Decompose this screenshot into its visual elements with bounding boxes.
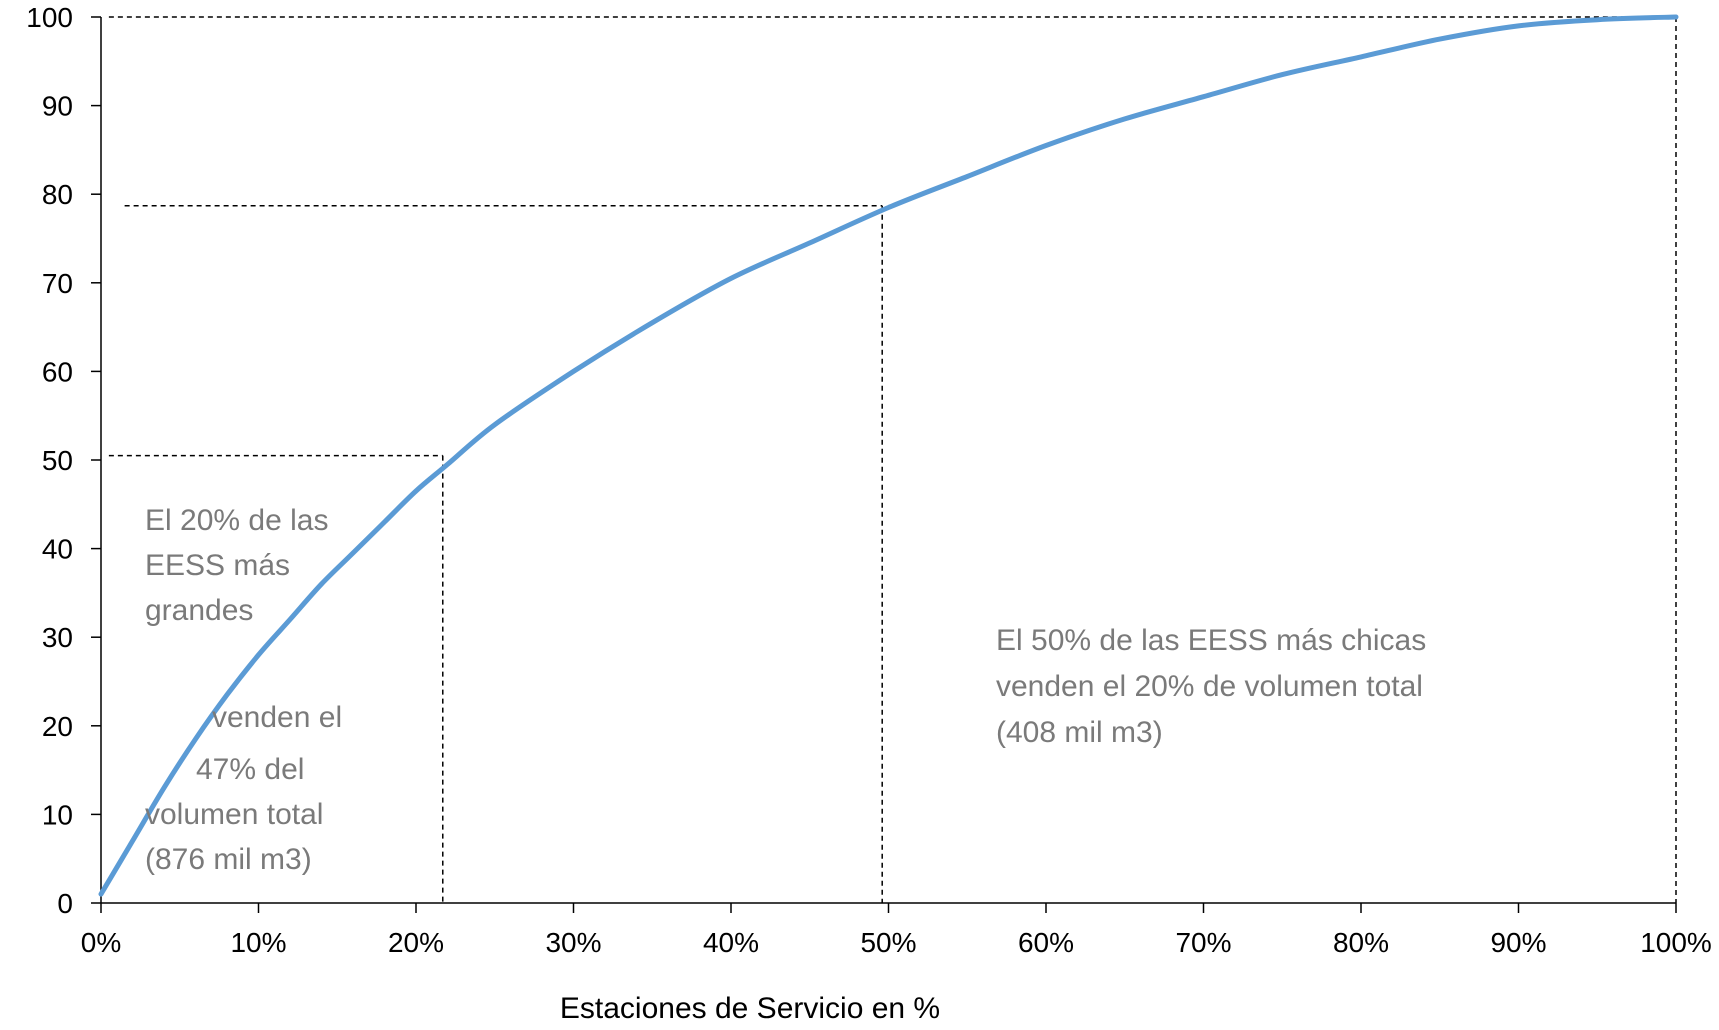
y-tick-label: 90 <box>42 91 73 122</box>
x-tick-label: 10% <box>230 927 286 958</box>
annotation-line: (408 mil m3) <box>996 716 1163 749</box>
annotation-line: 47% del <box>196 753 304 786</box>
guide-lines <box>108 16 1677 903</box>
x-tick-label: 60% <box>1018 927 1074 958</box>
y-tick-label: 30 <box>42 622 73 653</box>
annotation-line: grandes <box>145 594 253 627</box>
y-axis-ticks: 0 10 20 30 40 50 60 70 80 90 100 <box>26 2 101 919</box>
series-layer <box>98 14 1679 897</box>
y-tick-label: 40 <box>42 534 73 565</box>
x-tick-label: 70% <box>1175 927 1231 958</box>
x-tick-label: 90% <box>1490 927 1546 958</box>
annotation-line: venden el <box>212 701 342 734</box>
x-axis-title: Estaciones de Servicio en % <box>560 992 940 1025</box>
x-tick-label: 0% <box>81 927 121 958</box>
annotation-line: venden el 20% de volumen total <box>996 670 1423 703</box>
series-line <box>98 14 1679 897</box>
x-tick-label: 40% <box>703 927 759 958</box>
y-tick-label: 80 <box>42 179 73 210</box>
y-tick-label: 70 <box>42 268 73 299</box>
y-tick-label: 50 <box>42 445 73 476</box>
annotations: El 20% de las EESS más grandes venden el… <box>145 504 1435 876</box>
annotation-line: El 50% de las EESS más chicas <box>996 624 1426 657</box>
x-tick-label: 80% <box>1333 927 1389 958</box>
x-tick-label: 20% <box>388 927 444 958</box>
x-tick-label: 50% <box>860 927 916 958</box>
x-tick-label: 30% <box>545 927 601 958</box>
annotation-line: volumen total <box>145 798 323 831</box>
y-tick-label: 0 <box>57 888 73 919</box>
annotation-line: EESS más <box>145 549 290 582</box>
annotation-line: El 20% de las <box>145 504 328 537</box>
annotation-largest-stations: El 20% de las EESS más grandes <box>145 504 337 627</box>
annotation-smallest-stations: El 50% de las EESS más chicas venden el … <box>996 624 1435 749</box>
annotation-largest-volume: venden el 47% del volumen total (876 mil… <box>145 701 350 876</box>
x-axis-ticks: 0% 10% 20% 30% 40% 50% 60% 70% 80% 90% 100% <box>81 903 1712 958</box>
y-tick-label: 60 <box>42 356 73 387</box>
annotation-line: (876 mil m3) <box>145 843 312 876</box>
y-tick-label: 20 <box>42 711 73 742</box>
y-tick-label: 100 <box>26 2 73 33</box>
x-tick-label: 100% <box>1640 927 1712 958</box>
plot-frame <box>100 17 1676 904</box>
y-tick-label: 10 <box>42 799 73 830</box>
